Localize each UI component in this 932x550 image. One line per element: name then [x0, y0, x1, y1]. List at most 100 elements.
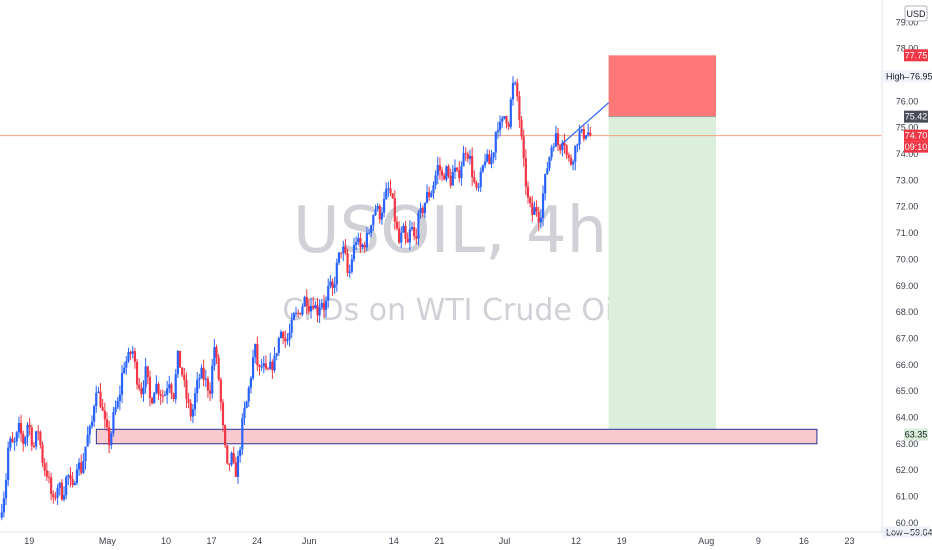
candle-body [456, 167, 459, 171]
candle-body [241, 418, 244, 450]
candle-body [417, 212, 420, 239]
candle-body [303, 296, 306, 307]
entry-price-tag-box [904, 110, 928, 123]
candle-body [62, 495, 66, 500]
candle-body [408, 229, 411, 243]
candle-body [271, 361, 274, 371]
candle-body [483, 161, 487, 166]
candle-body [421, 207, 424, 214]
candle-body [440, 170, 444, 176]
candle-body [200, 367, 203, 379]
candle-body [294, 312, 298, 314]
candle-body [159, 393, 162, 396]
candle-body [110, 433, 113, 446]
candle-body [451, 171, 454, 186]
x-tick-label: 10 [161, 536, 171, 546]
candle-body [211, 365, 214, 394]
candle-body [163, 394, 167, 396]
stop-price-tag-box [904, 49, 928, 62]
candle-body [95, 392, 98, 407]
candle-body [494, 132, 497, 153]
candle-body [589, 132, 592, 136]
candle-body [340, 252, 343, 254]
position-zones[interactable] [608, 55, 717, 435]
candle-body [382, 198, 386, 213]
candle-body [546, 168, 549, 175]
candle-body [391, 193, 394, 199]
candle-body [393, 198, 396, 222]
candle-body [511, 83, 515, 100]
candle-body [193, 393, 197, 410]
candle-body [153, 392, 156, 404]
x-tick-label: Jul [499, 536, 511, 546]
candle-body [215, 347, 218, 358]
high-marker-box [882, 70, 930, 83]
candle-body [559, 145, 562, 151]
candle-body [17, 423, 21, 433]
candle-body [52, 493, 55, 498]
x-tick-label: Jun [302, 536, 317, 546]
candle-body [129, 352, 132, 354]
candle-body [565, 145, 568, 156]
candle-body [516, 82, 519, 97]
y-tick-label: 70.00 [896, 254, 919, 264]
candle-body [569, 157, 573, 165]
y-tick-label: 65.00 [896, 386, 919, 396]
candle-body [108, 427, 111, 446]
candle-body [217, 357, 220, 380]
entry-price-tag: 75.42 [905, 112, 928, 122]
candle-body [58, 482, 61, 488]
candle-body [125, 361, 128, 368]
target-price-tag: 63.35 [905, 430, 928, 440]
candle-body [103, 410, 106, 420]
y-tick-label: 60.00 [896, 518, 919, 528]
candle-body [464, 153, 467, 155]
candle-body [335, 262, 338, 285]
candle-body [370, 225, 373, 233]
candle-body [342, 246, 345, 254]
candle-body [187, 399, 190, 404]
candles [0, 76, 592, 521]
candle-body [279, 331, 283, 339]
last-price-tag: 74.70 [905, 131, 928, 141]
candle-body [479, 171, 482, 187]
candle-body [462, 153, 465, 167]
candle-body [19, 423, 23, 434]
candle-body [404, 225, 407, 239]
candle-body [41, 444, 44, 464]
candle-body [243, 407, 246, 419]
candle-body [275, 353, 278, 356]
y-tick-label: 76.00 [896, 96, 919, 106]
candle-body [150, 398, 154, 404]
candle-body [232, 452, 235, 463]
candle-body [133, 351, 137, 362]
candle-body [498, 121, 502, 131]
candle-body [374, 208, 377, 216]
candle-body [297, 312, 300, 314]
stop-loss-zone[interactable] [608, 55, 717, 117]
x-tick-label: 19 [24, 536, 34, 546]
trend-line[interactable] [560, 102, 610, 146]
support-zone-box[interactable] [95, 428, 818, 445]
currency-badge[interactable]: USD [904, 5, 928, 22]
candle-body [123, 367, 126, 374]
candle-body [355, 242, 358, 245]
candle-body [135, 361, 139, 385]
take-profit-zone[interactable] [608, 116, 717, 435]
candle-body [161, 395, 164, 397]
support-zone[interactable] [95, 428, 818, 445]
candle-body [486, 154, 489, 162]
candle-body [376, 205, 379, 209]
candle-body [537, 211, 540, 223]
price-axis[interactable]: 79.00 78.00 76.00 75.00 74.00 73.00 72.00 71.00… [881, 0, 932, 539]
candle-body [174, 374, 177, 400]
candle-body [170, 384, 173, 394]
y-tick-label: 67.00 [896, 333, 919, 343]
candle-body [524, 158, 527, 187]
candle-body [509, 99, 512, 127]
candle-body [60, 482, 63, 500]
candle-body [314, 305, 317, 309]
candle-body [118, 394, 121, 401]
time-axis[interactable]: 19 May 10 17 24 Jun 14 21 Jul 12 19 Aug 9 16 23 [0, 531, 932, 546]
